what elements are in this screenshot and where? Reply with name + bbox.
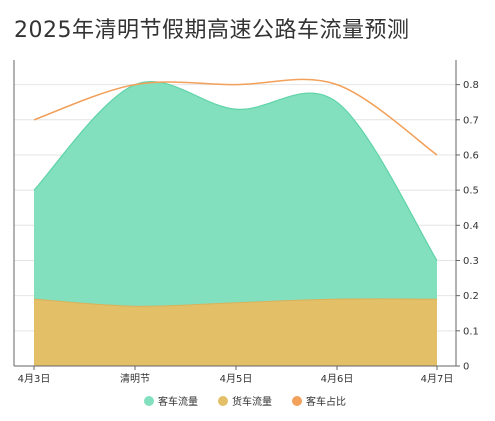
chart-title: 2025年清明节假期高速公路车流量预测 (14, 18, 410, 43)
legend-label: 货车流量 (232, 395, 272, 408)
truck-flow-area (34, 298, 437, 366)
passenger-ratio-line (33, 78, 438, 156)
x-tick-label: 4月5日 (220, 373, 253, 385)
y-tick-label: 0.3 (463, 256, 479, 267)
passenger-flow-line (33, 81, 438, 261)
legend-marker (144, 396, 154, 406)
x-tick-label: 清明节 (120, 372, 150, 385)
y-tick-label: 0.4 (463, 221, 479, 232)
legend-marker (218, 396, 228, 406)
x-tick-label: 4月7日 (421, 373, 454, 385)
legend-label: 客车占比 (306, 395, 346, 408)
x-tick-label: 4月6日 (321, 373, 354, 385)
legend-label: 客车流量 (158, 395, 198, 408)
legend-marker (292, 396, 302, 406)
y-tick-label: 0.5 (463, 186, 479, 197)
y-tick-label: 0.8 (463, 80, 479, 91)
y-tick-label: 0.2 (463, 291, 479, 302)
y-tick-label: 0.1 (463, 326, 479, 337)
truck-flow-line (33, 298, 438, 307)
y-tick-label: 0.6 (463, 150, 479, 161)
y-tick-label: 0 (463, 362, 469, 373)
x-tick-label: 4月3日 (18, 373, 51, 385)
passenger-flow-area (34, 81, 437, 366)
y-tick-label: 0.7 (463, 115, 479, 126)
